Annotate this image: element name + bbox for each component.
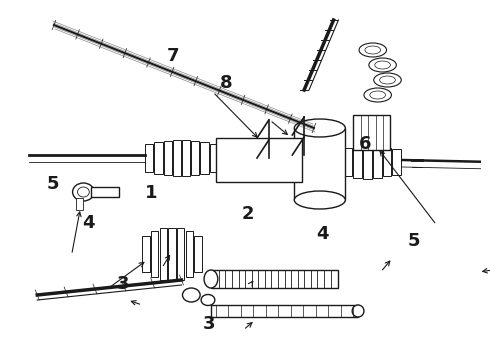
Text: 4: 4 bbox=[316, 225, 328, 243]
Bar bbox=[186, 231, 193, 278]
Bar bbox=[353, 147, 362, 177]
Bar bbox=[169, 228, 176, 280]
Bar bbox=[353, 115, 391, 150]
Text: 4: 4 bbox=[83, 214, 95, 232]
Ellipse shape bbox=[204, 270, 218, 288]
Text: 3: 3 bbox=[203, 315, 215, 333]
Ellipse shape bbox=[369, 58, 396, 72]
Text: 8: 8 bbox=[220, 74, 232, 92]
Bar bbox=[211, 305, 358, 317]
Bar bbox=[160, 228, 167, 280]
Bar bbox=[363, 145, 372, 179]
Bar bbox=[195, 236, 202, 272]
Bar bbox=[294, 128, 345, 200]
Bar bbox=[392, 149, 401, 175]
Bar bbox=[216, 138, 302, 182]
Ellipse shape bbox=[352, 305, 364, 317]
Ellipse shape bbox=[294, 191, 345, 209]
Text: 1: 1 bbox=[145, 184, 158, 202]
Ellipse shape bbox=[375, 61, 391, 69]
Ellipse shape bbox=[374, 73, 401, 87]
Text: 3: 3 bbox=[116, 275, 129, 293]
Bar bbox=[191, 141, 199, 175]
Bar bbox=[177, 228, 184, 280]
Bar bbox=[343, 148, 352, 176]
Ellipse shape bbox=[294, 119, 345, 137]
Bar bbox=[164, 141, 172, 175]
Bar bbox=[373, 147, 382, 177]
Bar bbox=[383, 148, 392, 176]
Bar bbox=[334, 149, 343, 175]
Bar bbox=[173, 140, 181, 176]
Bar bbox=[145, 144, 153, 172]
Text: 2: 2 bbox=[241, 205, 254, 223]
Ellipse shape bbox=[359, 43, 387, 57]
Bar bbox=[142, 236, 149, 272]
Ellipse shape bbox=[77, 187, 89, 197]
Ellipse shape bbox=[201, 294, 215, 306]
Ellipse shape bbox=[370, 91, 386, 99]
Text: 5: 5 bbox=[407, 232, 419, 250]
Bar bbox=[154, 143, 163, 174]
Bar bbox=[91, 187, 119, 197]
Ellipse shape bbox=[73, 183, 94, 201]
Text: 6: 6 bbox=[359, 135, 371, 153]
Ellipse shape bbox=[380, 76, 395, 84]
Text: 5: 5 bbox=[47, 175, 59, 193]
Bar bbox=[200, 143, 209, 174]
Bar bbox=[211, 270, 339, 288]
Ellipse shape bbox=[364, 88, 392, 102]
Bar bbox=[210, 144, 218, 172]
Ellipse shape bbox=[365, 46, 381, 54]
Bar bbox=[151, 231, 158, 278]
Bar bbox=[75, 198, 83, 210]
Ellipse shape bbox=[182, 288, 200, 302]
Text: 7: 7 bbox=[167, 47, 179, 65]
Bar bbox=[182, 140, 190, 176]
